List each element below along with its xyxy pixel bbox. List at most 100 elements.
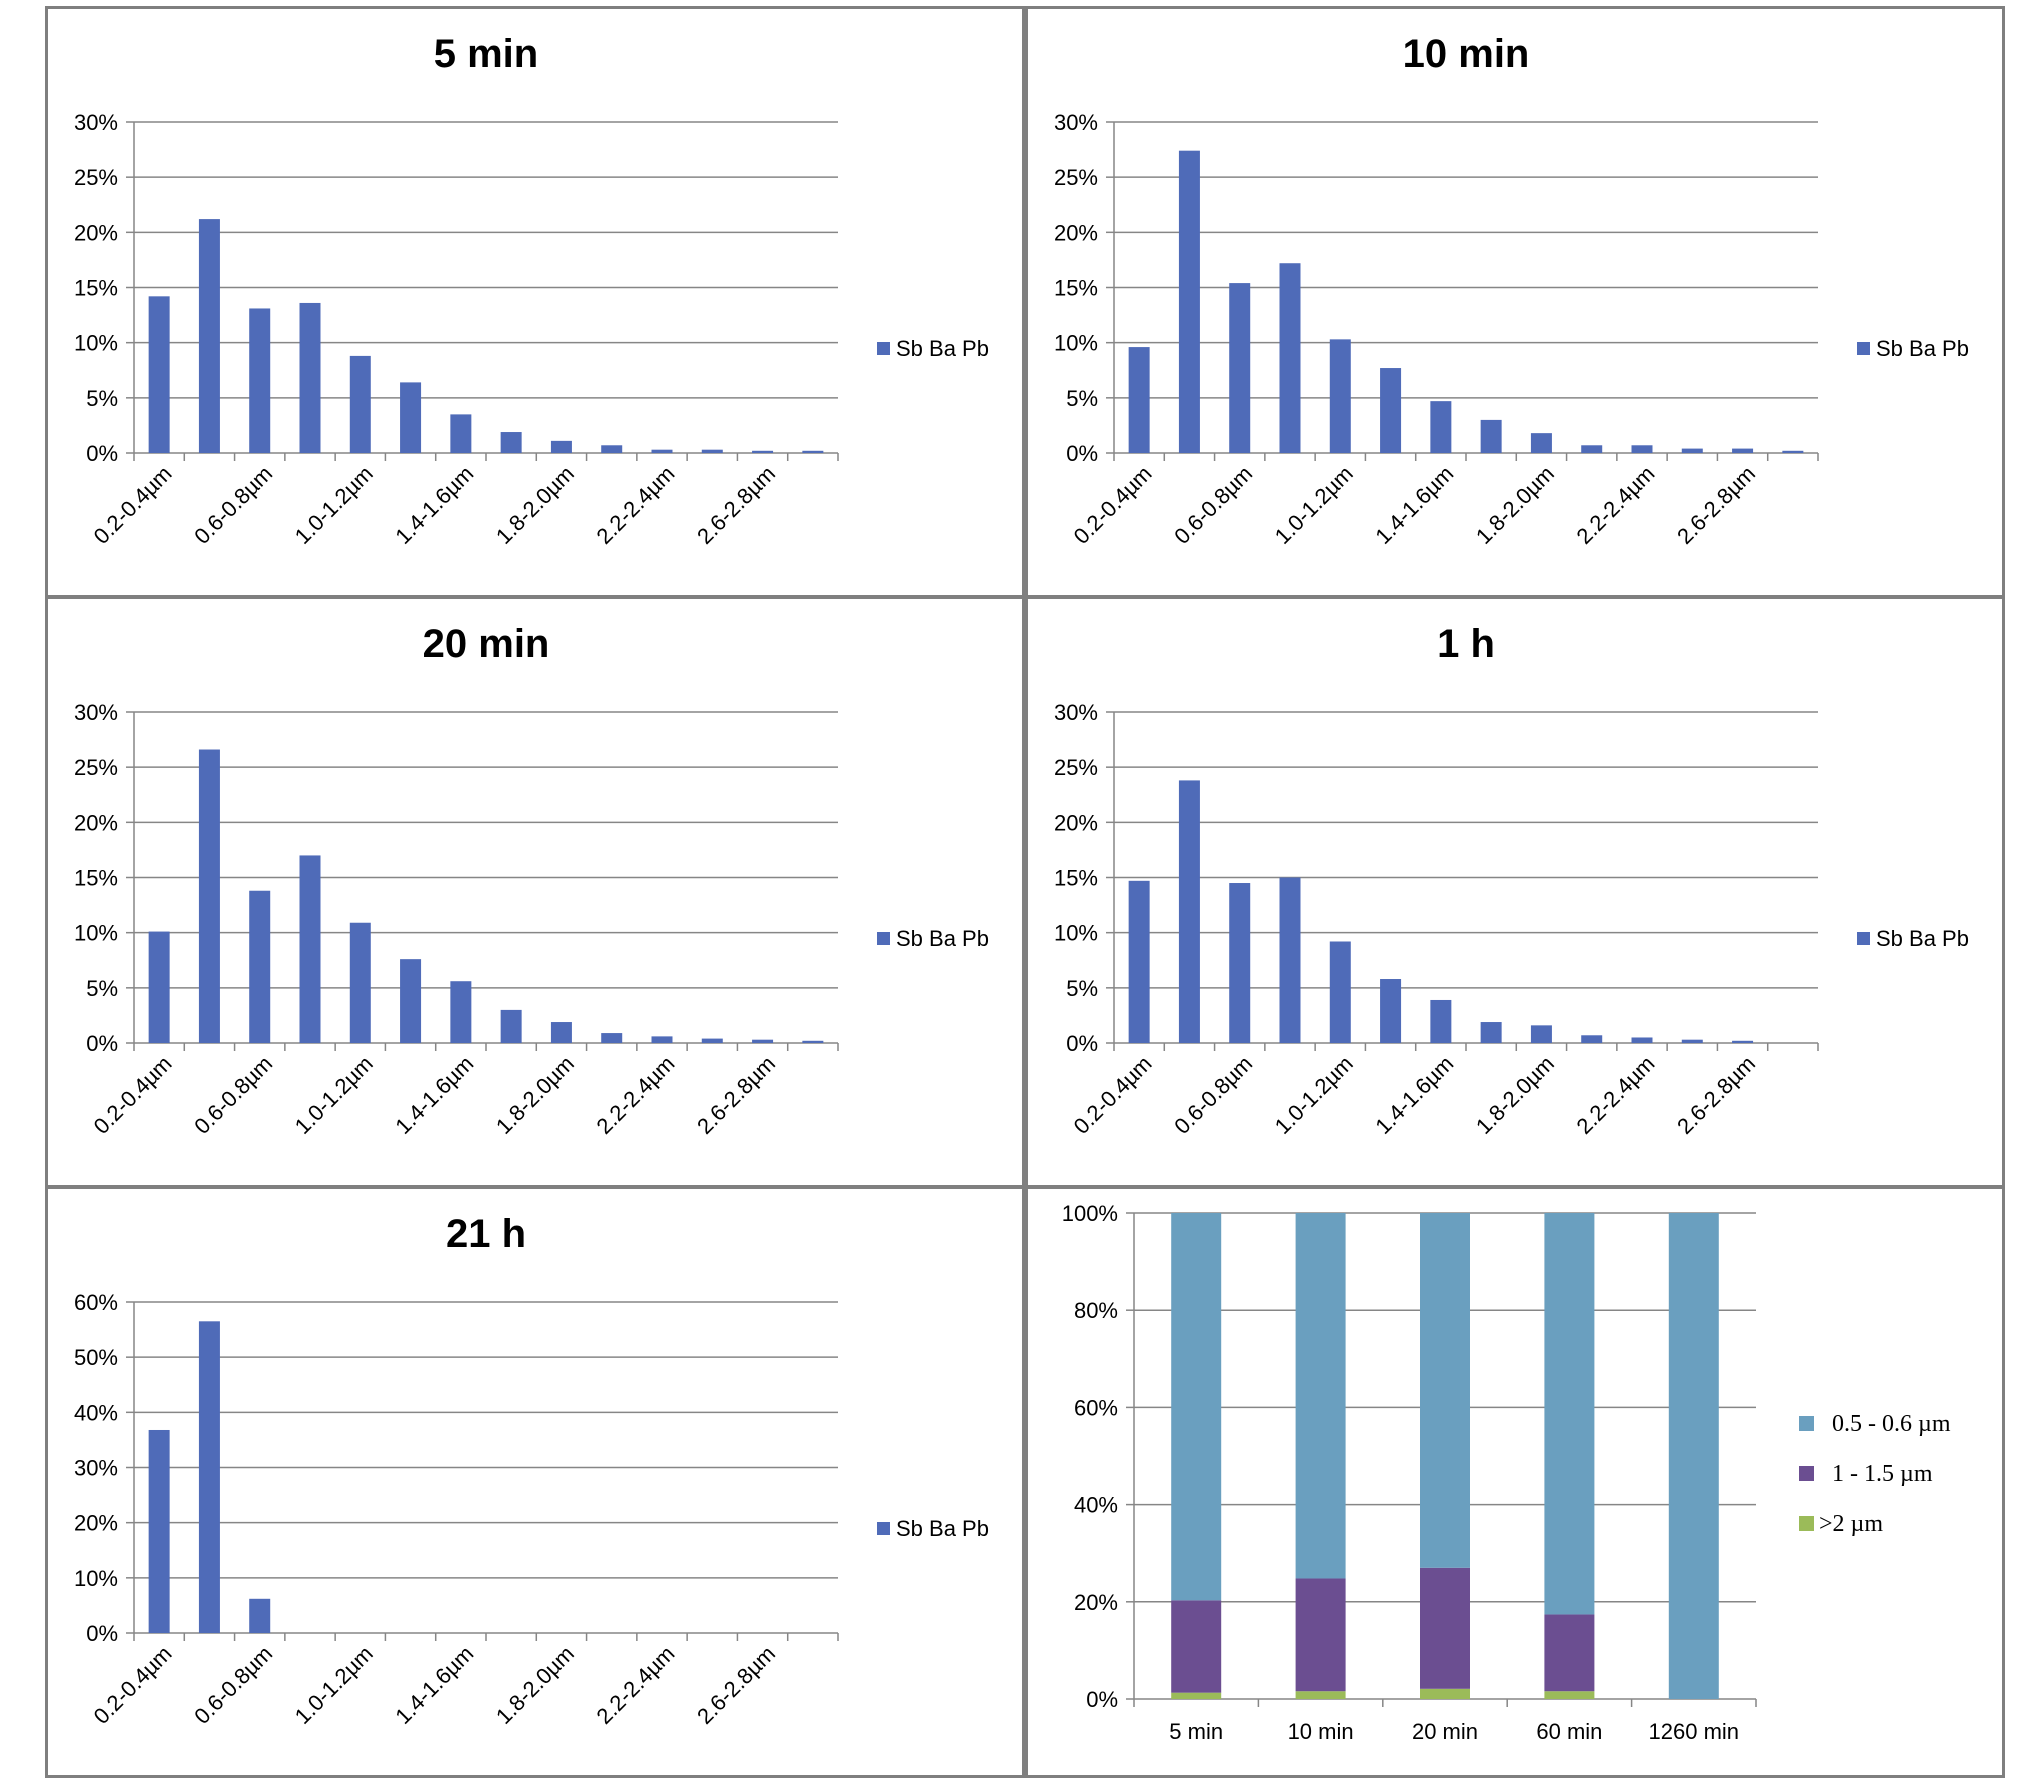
bar xyxy=(1480,1022,1502,1043)
bar xyxy=(1681,448,1703,453)
bar xyxy=(198,1321,220,1633)
bar xyxy=(1732,448,1754,453)
stacked-bar-segment xyxy=(1668,1213,1719,1699)
chart-title: 20 min xyxy=(423,622,550,666)
x-tick-label: 1.8-2.0µm xyxy=(1471,1051,1559,1139)
chart-title: 21 h xyxy=(446,1212,526,1256)
y-tick-label: 10% xyxy=(1054,921,1098,946)
legend-swatch xyxy=(1857,932,1870,945)
y-tick-label: 0% xyxy=(1086,1687,1118,1712)
x-tick-label: 1260 min xyxy=(1649,1719,1740,1744)
bar xyxy=(148,1429,170,1633)
x-tick-label: 0.6-0.8µm xyxy=(189,1641,277,1729)
x-tick-label: 2.6-2.8µm xyxy=(1672,1051,1760,1139)
x-tick-label: 1.0-1.2µm xyxy=(290,461,378,549)
x-tick-label: 0.6-0.8µm xyxy=(189,461,277,549)
x-tick-label: 1.4-1.6µm xyxy=(390,1051,478,1139)
chart-panel-stacked: 0% 20% 40% 60% 80% 100% 5 min 10 min 20 min 60 mi… xyxy=(1025,1186,2005,1778)
legend-label: Sb Ba Pb xyxy=(896,926,989,951)
x-tick-label: 2.2-2.4µm xyxy=(1572,461,1660,549)
bar xyxy=(1782,450,1804,453)
bar xyxy=(651,449,673,453)
bar xyxy=(1178,150,1200,454)
y-tick-label: 10% xyxy=(74,921,118,946)
bar xyxy=(752,1039,774,1043)
bar xyxy=(1380,368,1402,453)
y-tick-label: 15% xyxy=(1054,866,1098,891)
x-tick-label: 0.6-0.8µm xyxy=(1169,1051,1257,1139)
bar xyxy=(1581,1035,1603,1043)
x-tick-label: 1.8-2.0µm xyxy=(491,461,579,549)
bar xyxy=(198,219,220,453)
bar xyxy=(450,981,472,1043)
stacked-bar-segment xyxy=(1420,1567,1470,1689)
bar xyxy=(249,1598,271,1633)
bar xyxy=(450,414,472,453)
bar xyxy=(1430,999,1452,1043)
y-tick-label: 60% xyxy=(74,1290,118,1315)
chart-panel-10min: 10 min 0% 5% 10% 15% 20% 25% 30% 0.2-0.4µm 0.6-0.… xyxy=(1025,6,2005,598)
x-tick-label: 0.2-0.4µm xyxy=(89,1641,177,1729)
bar xyxy=(701,449,723,453)
chart-21h: 21 h 0% 10% 20% 30% 40% 50% 60% 0.2-0.4µm 0.6-0.8… xyxy=(74,1212,989,1729)
y-tick-label: 15% xyxy=(74,276,118,301)
chart-title: 5 min xyxy=(434,32,538,76)
legend-label: Sb Ba Pb xyxy=(896,336,989,361)
bar xyxy=(1329,941,1351,1043)
x-tick-label: 1.4-1.6µm xyxy=(1370,461,1458,549)
stacked-bar-segment xyxy=(1295,1213,1346,1579)
y-tick-label: 10% xyxy=(74,331,118,356)
bar xyxy=(802,450,824,453)
x-tick-label: 2.2-2.4µm xyxy=(592,1641,680,1729)
legend-swatch xyxy=(1799,1466,1814,1481)
bar xyxy=(299,302,321,453)
bar xyxy=(148,931,170,1043)
bar xyxy=(299,855,321,1043)
chart-title: 10 min xyxy=(1403,32,1530,76)
stacked-bar-segment xyxy=(1544,1213,1595,1615)
bar xyxy=(400,382,422,453)
x-tick-label: 0.2-0.4µm xyxy=(1069,461,1157,549)
bar xyxy=(1380,979,1402,1043)
y-tick-label: 100% xyxy=(1062,1201,1118,1226)
x-tick-label: 2.6-2.8µm xyxy=(692,461,780,549)
x-tick-label: 2.2-2.4µm xyxy=(592,461,680,549)
legend-label: >2 µm xyxy=(1819,1511,1883,1537)
legend-label: Sb Ba Pb xyxy=(896,1516,989,1541)
x-tick-label: 0.2-0.4µm xyxy=(89,461,177,549)
stacked-bar-segment xyxy=(1295,1691,1346,1699)
bar xyxy=(1681,1039,1703,1043)
x-tick-label: 1.8-2.0µm xyxy=(491,1641,579,1729)
chart-panel-5min: 5 min 0% 5% 10% 15% 20% 25% 30% 0.2-0.4µm 0.6-0.8… xyxy=(45,6,1025,598)
bar xyxy=(601,1033,623,1043)
y-tick-label: 80% xyxy=(1074,1298,1118,1323)
y-tick-label: 30% xyxy=(1054,700,1098,725)
legend-swatch xyxy=(1799,1516,1814,1531)
y-tick-label: 30% xyxy=(74,110,118,135)
chart-panel-1h: 1 h 0% 5% 10% 15% 20% 25% 30% 0.2-0.4µm 0.6-0.8µm… xyxy=(1025,596,2005,1188)
y-tick-label: 0% xyxy=(1066,441,1098,466)
chart-1h: 1 h 0% 5% 10% 15% 20% 25% 30% 0.2-0.4µm 0.6-0.8µm… xyxy=(1054,622,1969,1139)
y-tick-label: 25% xyxy=(74,755,118,780)
x-tick-label: 0.2-0.4µm xyxy=(89,1051,177,1139)
y-tick-label: 0% xyxy=(1066,1031,1098,1056)
x-tick-label: 1.4-1.6µm xyxy=(1370,1051,1458,1139)
y-tick-label: 15% xyxy=(1054,276,1098,301)
x-tick-label: 2.6-2.8µm xyxy=(692,1641,780,1729)
bar xyxy=(400,959,422,1043)
y-tick-label: 30% xyxy=(74,1456,118,1481)
x-tick-label: 1.4-1.6µm xyxy=(390,461,478,549)
legend-swatch xyxy=(1799,1416,1814,1431)
bar xyxy=(752,450,774,453)
y-tick-label: 40% xyxy=(74,1400,118,1425)
stacked-bar-segment xyxy=(1295,1578,1346,1692)
y-tick-label: 20% xyxy=(1054,810,1098,835)
y-tick-label: 25% xyxy=(1054,165,1098,190)
x-tick-label: 2.2-2.4µm xyxy=(592,1051,680,1139)
chart-5min: 5 min 0% 5% 10% 15% 20% 25% 30% 0.2-0.4µm 0.6-0.8… xyxy=(74,32,989,549)
x-tick-label: 2.2-2.4µm xyxy=(1572,1051,1660,1139)
bar xyxy=(1128,880,1150,1043)
y-tick-label: 25% xyxy=(74,165,118,190)
x-tick-label: 1.0-1.2µm xyxy=(1270,1051,1358,1139)
x-tick-label: 0.6-0.8µm xyxy=(189,1051,277,1139)
